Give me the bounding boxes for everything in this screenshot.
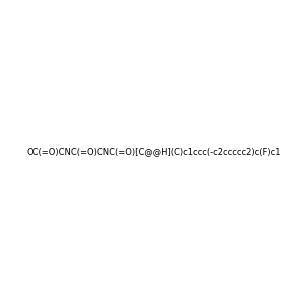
Text: OC(=O)CNC(=O)CNC(=O)[C@@H](C)c1ccc(-c2ccccc2)c(F)c1: OC(=O)CNC(=O)CNC(=O)[C@@H](C)c1ccc(-c2cc…	[26, 147, 281, 156]
